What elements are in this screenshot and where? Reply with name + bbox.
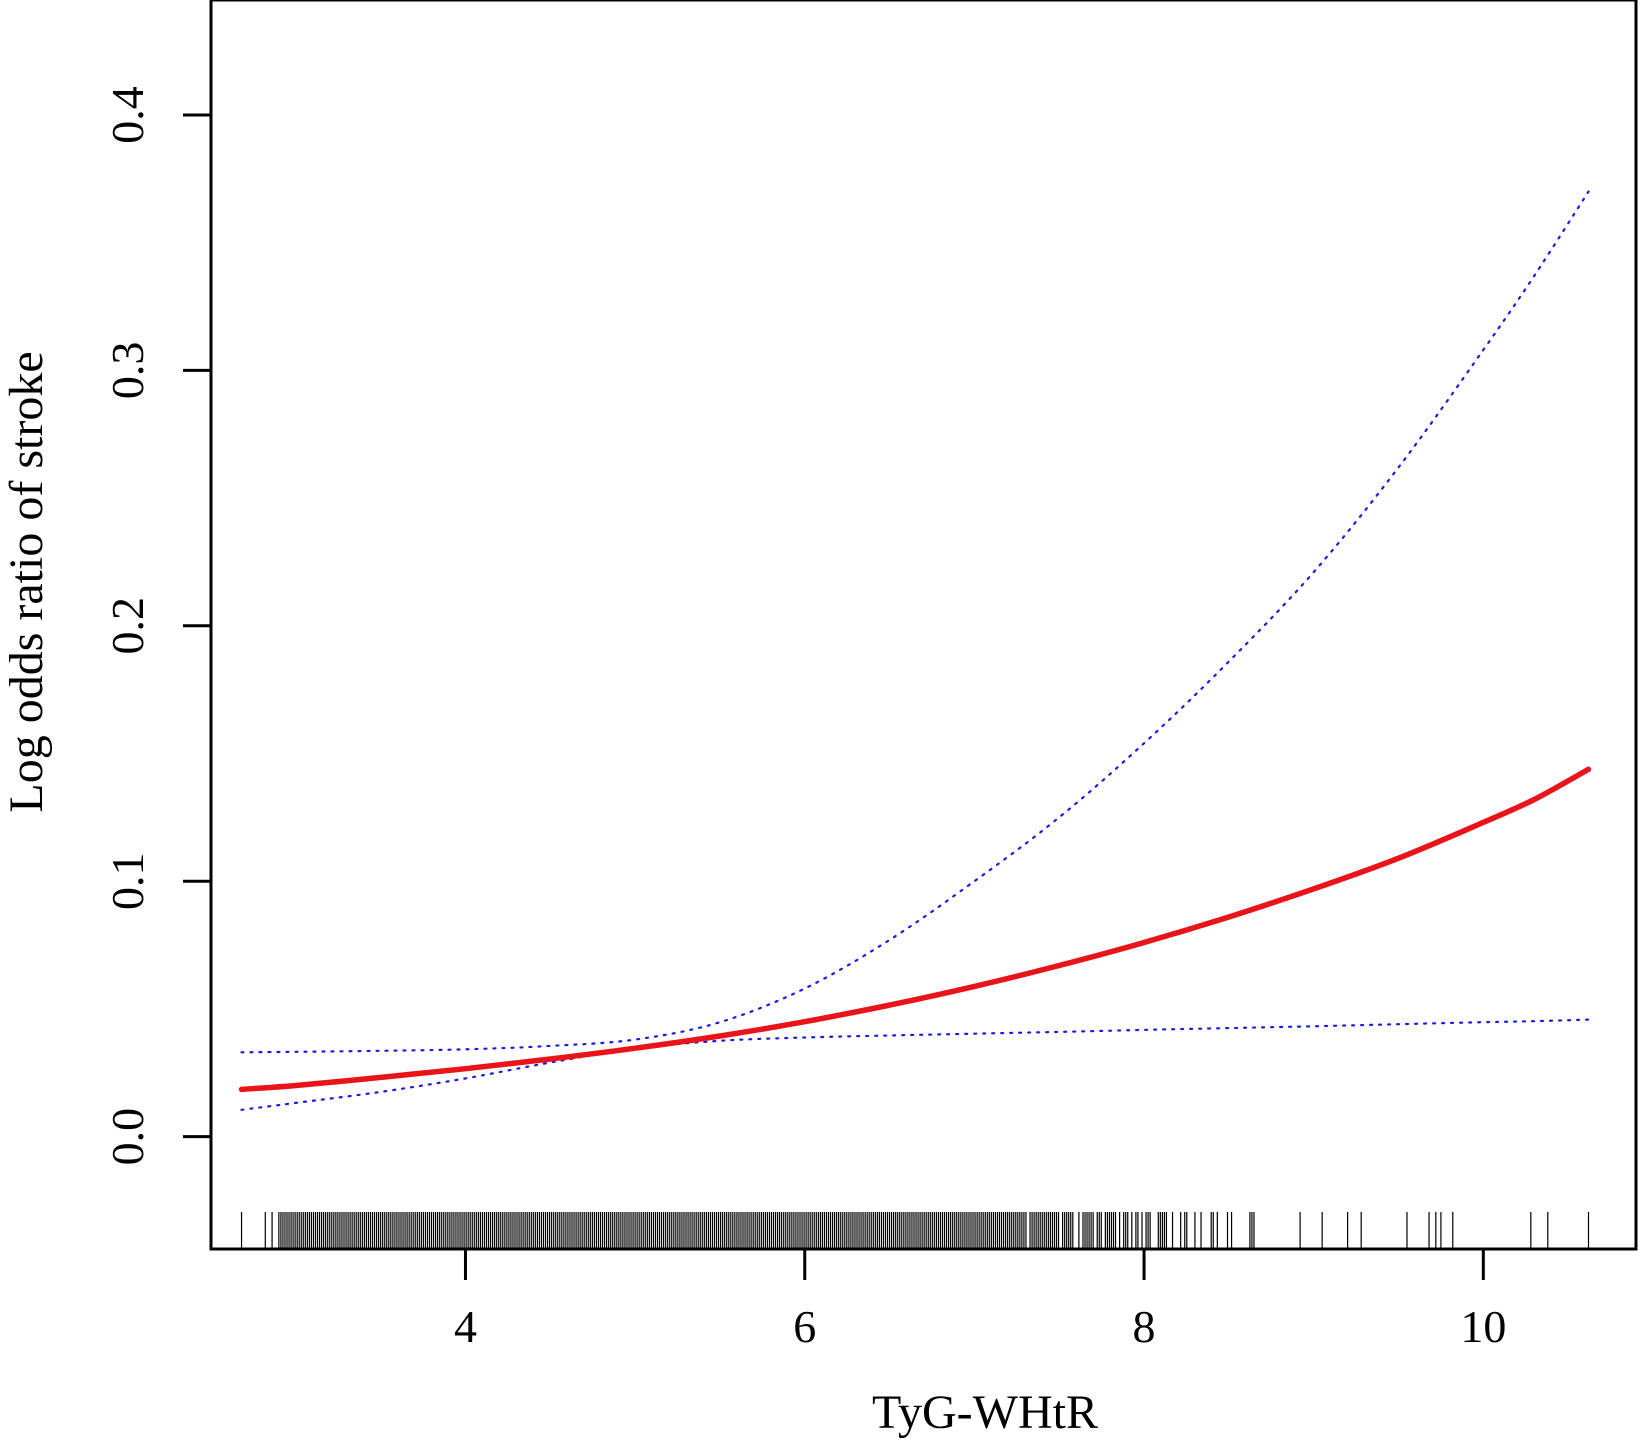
y-tick-label: 0.2 (102, 597, 153, 655)
y-tick-label: 0.3 (102, 342, 153, 400)
series-estimate (242, 769, 1589, 1089)
x-tick-label: 6 (793, 1301, 816, 1352)
plot-frame (211, 0, 1636, 1249)
y-axis-title: Log odds ratio of stroke (0, 351, 53, 812)
x-axis-title: TyG-WHtR (872, 1386, 1098, 1439)
plot-lines (242, 192, 1589, 1110)
series-ci-lower (242, 1020, 1589, 1110)
x-tick-label: 10 (1460, 1301, 1506, 1352)
series-ci-upper (242, 192, 1589, 1053)
x-tick-label: 8 (1133, 1301, 1156, 1352)
y-tick-label: 0.1 (102, 852, 153, 910)
y-tick-label: 0.4 (102, 86, 153, 144)
x-tick-label: 4 (454, 1301, 477, 1352)
rug-plot (242, 1212, 1589, 1249)
x-axis: 4 6 8 10 (454, 1249, 1506, 1352)
y-axis: 0.0 0.1 0.2 0.3 0.4 (102, 86, 211, 1165)
y-tick-label: 0.0 (102, 1108, 153, 1166)
